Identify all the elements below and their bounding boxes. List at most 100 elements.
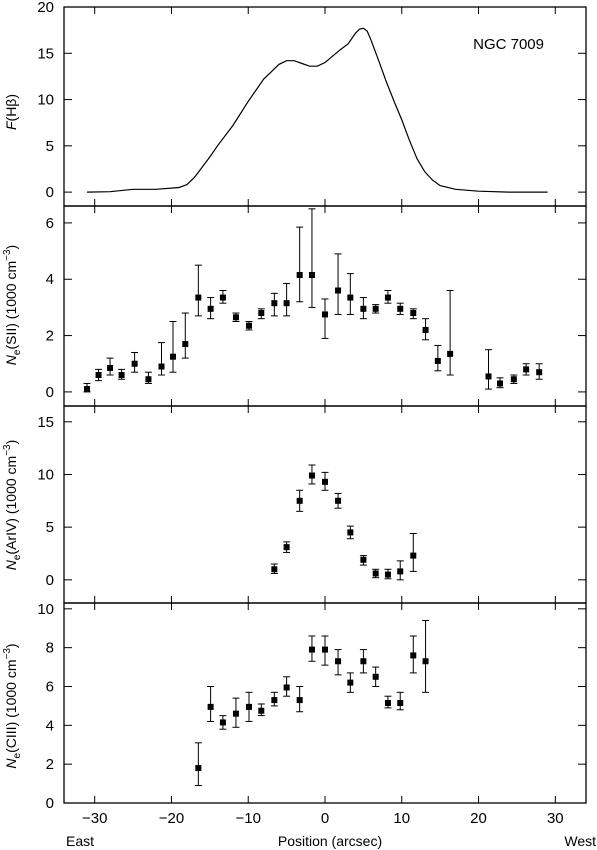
data-point-ariv-7: [360, 556, 367, 563]
data-point-sii-10: [207, 305, 214, 312]
panel-ariv-frame: [63, 405, 587, 604]
data-point-sii-17: [296, 272, 303, 279]
y-tick-label-hbeta: 0: [46, 184, 54, 201]
data-point-ariv-8: [372, 570, 379, 577]
data-point-sii-28: [434, 357, 441, 364]
y-tick-label-hbeta: 10: [37, 92, 54, 109]
data-point-sii-26: [410, 310, 417, 317]
east-label: East: [66, 833, 94, 849]
y-tick-label-sii: 4: [46, 271, 54, 288]
data-point-sii-19: [322, 311, 328, 318]
y-tick-label-hbeta: 20: [37, 0, 54, 16]
data-point-ciii-8: [296, 697, 303, 704]
data-point-sii-16: [283, 300, 290, 307]
data-point-ariv-5: [335, 497, 342, 504]
panel-sii-ylabel-main: N: [3, 354, 19, 365]
y-tick-label-ciii: 0: [46, 795, 54, 812]
data-point-sii-29: [447, 350, 454, 357]
data-point-ariv-3: [308, 472, 315, 479]
data-point-ciii-10: [322, 646, 328, 653]
data-point-ciii-13: [360, 658, 367, 665]
panel-ariv-ylabel-main: N: [3, 559, 19, 570]
panel-ciii-ylabel-rest: (CIII) (1000 cm: [3, 660, 19, 753]
data-point-sii-22: [360, 305, 367, 312]
data-point-ciii-7: [283, 684, 290, 691]
data-point-sii-5: [145, 376, 152, 383]
data-point-sii-13: [246, 322, 253, 329]
y-tick-label-ciii: 8: [46, 640, 54, 657]
x-axis-title: Position (arcsec): [278, 833, 382, 849]
panel-ciii-ylabel-close: ): [3, 643, 19, 648]
y-tick-label-ariv: 5: [46, 519, 54, 536]
y-tick-label-hbeta: 5: [46, 138, 54, 155]
panel-sii: Ne(SII) (1000 cm−3): [2, 245, 23, 365]
data-point-ciii-6: [271, 697, 278, 704]
panel-ariv-ylabel-sup: −3: [2, 444, 13, 456]
data-point-sii-33: [523, 366, 530, 373]
y-tick-label-sii: 2: [46, 328, 54, 345]
data-point-ciii-11: [335, 658, 342, 665]
data-point-ciii-1: [207, 703, 214, 710]
y-tick-label-sii: 0: [46, 384, 54, 401]
x-tick-label: −10: [236, 810, 261, 827]
data-point-ciii-2: [219, 719, 226, 726]
data-point-ciii-0: [195, 765, 202, 772]
hbeta-profile-line: [86, 27, 548, 193]
data-point-sii-31: [497, 380, 504, 387]
data-point-sii-15: [271, 300, 278, 307]
x-tick-label: −30: [82, 810, 107, 827]
panel-ciii-ylabel-sub: e: [12, 752, 23, 758]
data-point-sii-18: [308, 272, 315, 279]
x-tick-label: 30: [547, 810, 564, 827]
data-point-sii-3: [118, 372, 125, 379]
panel-hbeta-ylabel-main: F: [3, 120, 19, 130]
data-point-ariv-9: [384, 571, 391, 578]
data-point-ariv-1: [283, 544, 290, 551]
data-point-sii-8: [182, 341, 189, 348]
panel-sii-ylabel-rest: (SII) (1000 cm: [3, 261, 19, 350]
object-name-label: NGC 7009: [473, 36, 544, 53]
y-tick-label-ariv: 0: [46, 572, 54, 589]
data-point-ariv-2: [296, 497, 303, 504]
data-point-sii-27: [422, 326, 429, 333]
panel-sii-ylabel-sub: e: [12, 349, 23, 355]
data-point-sii-12: [232, 314, 239, 321]
data-point-ariv-10: [397, 568, 404, 575]
data-point-sii-25: [397, 305, 404, 312]
plot-layer: 0 5 10 15 20 0 2 4 6 0 5 10 15 0 2 4 6 8 10 −30 −20 −10 0 10 20 3…: [37, 0, 587, 827]
panel-ariv-ylabel-rest: (ArIV) (1000 cm: [3, 456, 19, 555]
data-point-sii-11: [219, 294, 226, 301]
data-point-sii-30: [485, 373, 492, 380]
y-tick-label-ciii: 2: [46, 756, 54, 773]
data-point-ariv-0: [271, 566, 278, 573]
data-point-sii-20: [335, 287, 342, 294]
data-point-ciii-17: [410, 652, 417, 659]
y-tick-label-ciii: 6: [46, 678, 54, 695]
data-point-sii-7: [170, 353, 177, 360]
y-tick-label-sii: 6: [46, 215, 54, 232]
panel-ariv-ylabel-sub: e: [12, 554, 23, 560]
data-point-sii-2: [107, 364, 114, 371]
x-tick-label: −20: [159, 810, 184, 827]
data-point-ariv-6: [347, 529, 354, 536]
data-point-sii-32: [510, 376, 517, 383]
y-tick-label-ciii: 4: [46, 717, 54, 734]
data-point-sii-1: [95, 372, 102, 379]
panel-sii-ylabel-close: ): [3, 245, 19, 250]
panel-ariv-ylabel: Ne(ArIV) (1000 cm−3): [2, 440, 23, 571]
panel-hbeta-ylabel: F(Hβ): [3, 94, 19, 130]
panel-ariv: Ne(ArIV) (1000 cm−3): [2, 440, 23, 571]
panel-ciii-ylabel-sup: −3: [2, 648, 13, 660]
panel-ciii-ylabel: Ne(CIII) (1000 cm−3): [2, 643, 23, 768]
data-point-ariv-11: [410, 552, 417, 559]
y-tick-label-ciii: 10: [37, 601, 54, 618]
y-tick-label-ariv: 15: [37, 414, 54, 431]
data-point-ciii-15: [384, 700, 391, 706]
data-point-ciii-5: [258, 707, 265, 714]
data-point-sii-0: [84, 386, 91, 393]
x-tick-label: 10: [393, 810, 410, 827]
panel-ciii-ylabel-main: N: [3, 758, 19, 769]
data-point-sii-9: [195, 294, 202, 301]
data-point-sii-6: [158, 363, 165, 370]
